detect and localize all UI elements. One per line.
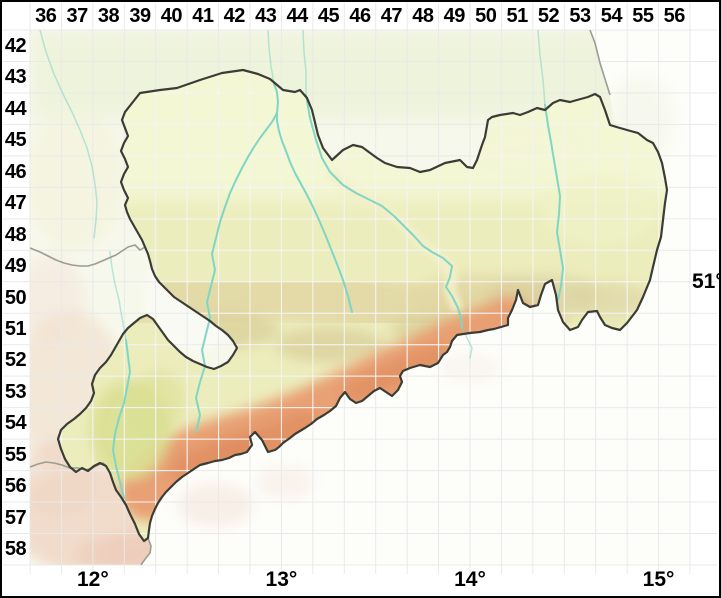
column-label: 56 bbox=[663, 5, 686, 27]
row-label: 50 bbox=[4, 286, 27, 309]
column-label: 54 bbox=[600, 5, 623, 27]
row-label: 44 bbox=[4, 97, 27, 120]
latitude-label: 51° bbox=[692, 269, 721, 293]
longitude-label: 12° bbox=[76, 568, 109, 591]
column-label: 38 bbox=[97, 5, 120, 27]
row-label: 55 bbox=[4, 443, 27, 466]
column-label: 50 bbox=[475, 5, 497, 27]
row-label: 42 bbox=[4, 34, 27, 57]
column-label: 47 bbox=[380, 5, 403, 27]
column-label: 55 bbox=[632, 5, 654, 27]
longitude-label: 13° bbox=[265, 568, 298, 591]
river-elbe bbox=[305, 94, 463, 329]
row-label: 56 bbox=[4, 475, 27, 498]
row-label: 54 bbox=[4, 412, 27, 435]
river-spree bbox=[544, 104, 564, 301]
column-label: 53 bbox=[569, 5, 591, 27]
column-label: 42 bbox=[223, 5, 246, 27]
column-label: 43 bbox=[255, 5, 277, 27]
column-label: 39 bbox=[129, 5, 151, 27]
column-label: 51 bbox=[506, 5, 529, 27]
column-label: 46 bbox=[349, 5, 371, 27]
row-label: 51 bbox=[4, 317, 27, 340]
river-freiberger-mulde bbox=[276, 112, 353, 313]
saxony-border-outline bbox=[56, 68, 669, 543]
column-label: 37 bbox=[66, 5, 89, 27]
row-label: 47 bbox=[4, 192, 27, 215]
column-label: 41 bbox=[192, 5, 214, 27]
row-label: 48 bbox=[4, 223, 27, 246]
column-label: 52 bbox=[537, 5, 560, 27]
river-zwickauer-mulde bbox=[195, 83, 279, 433]
longitude-label: 15° bbox=[642, 568, 675, 591]
row-label: 46 bbox=[4, 160, 27, 183]
column-label: 45 bbox=[317, 5, 340, 27]
column-label: 44 bbox=[286, 5, 309, 27]
column-label: 36 bbox=[35, 5, 57, 27]
row-label: 45 bbox=[4, 129, 27, 152]
row-label: 53 bbox=[4, 380, 27, 403]
river-weisse-elster bbox=[112, 339, 131, 499]
column-label: 48 bbox=[412, 5, 434, 27]
row-label: 58 bbox=[4, 538, 27, 561]
row-label: 52 bbox=[4, 349, 27, 372]
column-label: 49 bbox=[443, 5, 466, 27]
longitude-label: 14° bbox=[454, 568, 486, 591]
row-label: 57 bbox=[4, 506, 27, 529]
column-label: 40 bbox=[160, 5, 183, 27]
row-label: 49 bbox=[4, 255, 27, 278]
row-label: 43 bbox=[4, 66, 27, 89]
